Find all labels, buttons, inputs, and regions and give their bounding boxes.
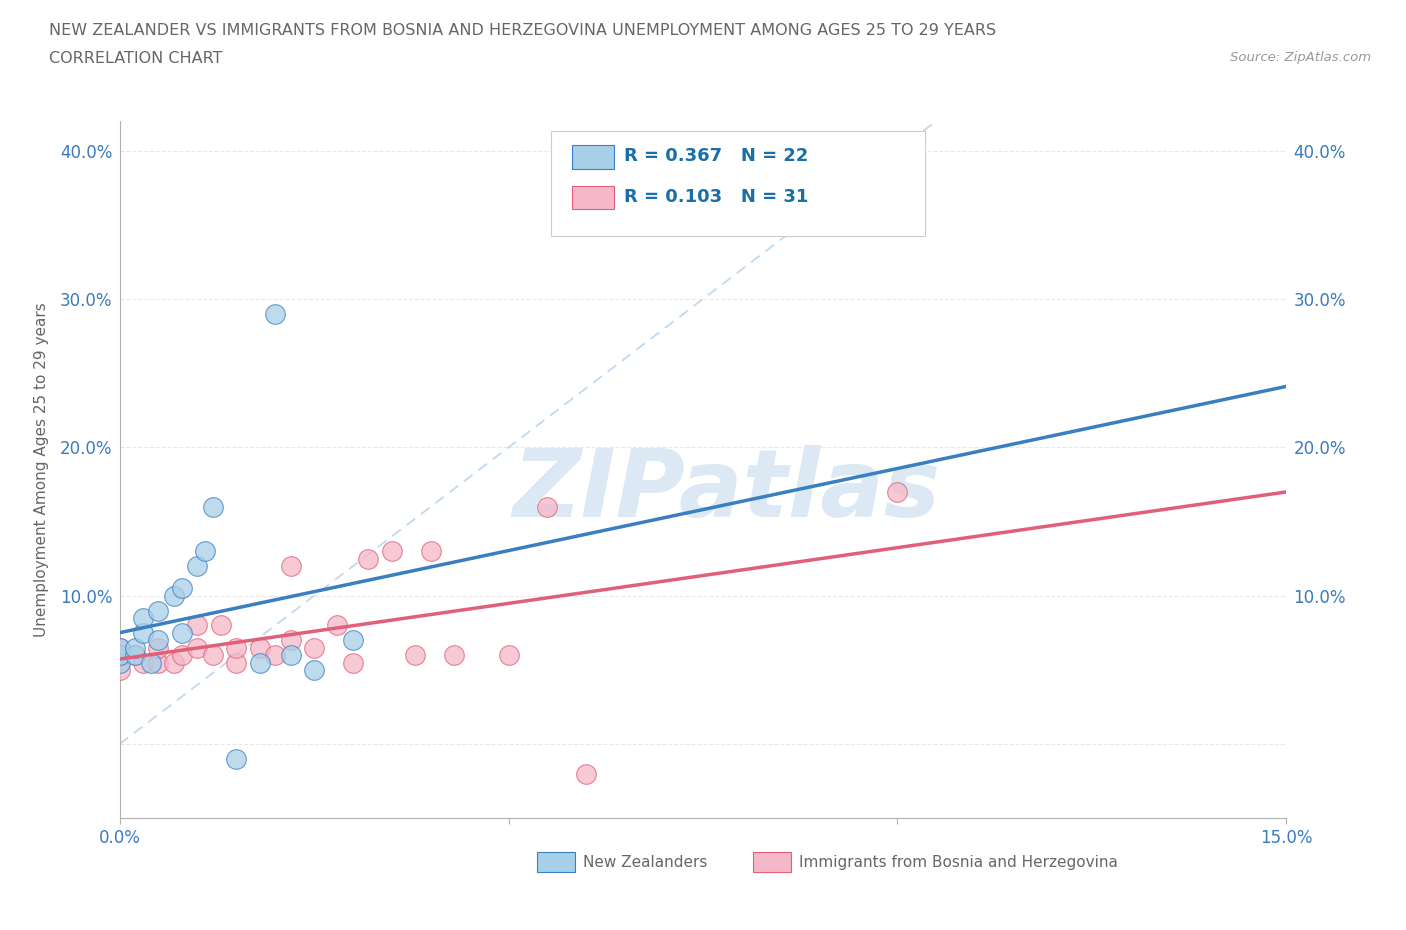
Point [575,766,598,781]
Text: R = 0.103   N = 31: R = 0.103 N = 31 [624,188,808,206]
Point [163,589,186,604]
Point [886,485,908,499]
Point [148,640,170,655]
FancyBboxPatch shape [572,186,614,209]
Text: CORRELATION CHART: CORRELATION CHART [49,51,222,66]
Point [108,655,131,670]
Point [404,647,426,662]
Point [419,544,441,559]
Text: Immigrants from Bosnia and Herzegovina: Immigrants from Bosnia and Herzegovina [799,855,1118,870]
Point [280,559,302,574]
Point [225,751,247,766]
FancyBboxPatch shape [551,131,925,236]
Point [357,551,380,566]
Point [381,544,404,559]
Point [201,647,224,662]
Point [148,604,170,618]
Text: ZIPatlas: ZIPatlas [512,445,941,537]
Point [108,662,131,677]
Point [326,618,349,633]
Point [163,655,186,670]
Point [249,640,271,655]
Point [201,499,224,514]
Point [280,633,302,648]
Point [124,647,146,662]
Point [498,647,520,662]
Point [132,611,155,626]
Point [132,655,155,670]
Point [148,655,170,670]
Point [249,655,271,670]
Point [139,655,162,670]
Point [302,662,325,677]
Point [108,647,131,662]
Point [342,655,364,670]
FancyBboxPatch shape [572,145,614,169]
Point [108,640,131,655]
Point [280,647,302,662]
Point [264,306,287,321]
Point [225,640,247,655]
Point [132,626,155,641]
Text: NEW ZEALANDER VS IMMIGRANTS FROM BOSNIA AND HERZEGOVINA UNEMPLOYMENT AMONG AGES : NEW ZEALANDER VS IMMIGRANTS FROM BOSNIA … [49,23,997,38]
Point [186,640,208,655]
Point [170,581,193,596]
Point [302,640,325,655]
Point [124,640,146,655]
Point [170,626,193,641]
Point [264,647,287,662]
Y-axis label: Unemployment Among Ages 25 to 29 years: Unemployment Among Ages 25 to 29 years [34,302,49,637]
Text: R = 0.367   N = 22: R = 0.367 N = 22 [624,148,808,166]
Point [209,618,232,633]
Point [443,647,465,662]
Point [108,640,131,655]
Point [536,499,558,514]
Point [108,647,131,662]
Point [225,655,247,670]
Point [186,559,208,574]
Point [186,618,208,633]
FancyBboxPatch shape [537,852,575,872]
Point [170,647,193,662]
Point [342,633,364,648]
Point [194,544,217,559]
Text: Source: ZipAtlas.com: Source: ZipAtlas.com [1230,51,1371,64]
FancyBboxPatch shape [754,852,790,872]
Point [124,647,146,662]
Text: New Zealanders: New Zealanders [583,855,707,870]
Point [148,633,170,648]
